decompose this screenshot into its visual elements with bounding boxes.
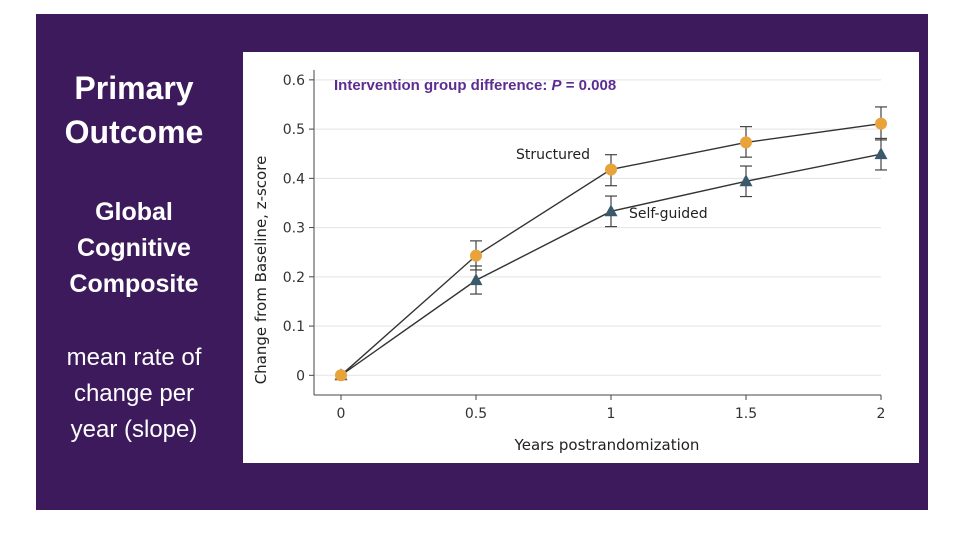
data-point-structured xyxy=(875,117,887,130)
title-line-1: Primary xyxy=(74,70,194,106)
data-point-structured xyxy=(335,369,347,382)
series-layer xyxy=(334,106,888,382)
data-point-self-guided xyxy=(469,273,483,286)
y-tick-label: 0.5 xyxy=(283,122,305,138)
slide-subtitle: Global Cognitive Composite xyxy=(36,194,232,302)
y-axis-title: Change from Baseline, z-score xyxy=(252,156,270,385)
y-tick-label: 0.4 xyxy=(283,171,305,187)
title-line-2: Outcome xyxy=(64,114,204,150)
x-axis-title: Years postrandomization xyxy=(514,436,700,454)
subtitle-line-2: Cognitive xyxy=(77,234,191,262)
note-line-1: mean rate of xyxy=(66,344,202,371)
series-label-structured: Structured xyxy=(516,147,590,163)
data-point-self-guided xyxy=(739,174,753,187)
y-tick-label: 0.1 xyxy=(283,319,305,335)
subtitle-line-1: Global xyxy=(95,198,173,226)
series-line-self-guided xyxy=(340,153,882,376)
y-tick-label: 0.6 xyxy=(283,73,305,89)
data-point-structured xyxy=(740,136,752,149)
x-tick-label: 0.5 xyxy=(465,406,487,422)
left-panel: Primary Outcome Global Cognitive Composi… xyxy=(36,14,232,510)
x-tick-label: 1 xyxy=(607,406,616,422)
note-line-3: year (slope) xyxy=(70,416,198,443)
y-tick-label: 0 xyxy=(296,368,305,384)
series-label-self-guided: Self-guided xyxy=(629,206,708,222)
data-point-structured xyxy=(470,249,482,262)
data-point-self-guided xyxy=(874,147,888,160)
slide-note: mean rate of change per year (slope) xyxy=(36,340,232,448)
x-tick-label: 0 xyxy=(337,406,346,422)
x-tick-label: 2 xyxy=(877,406,886,422)
chart-annotation: Intervention group difference: P = 0.008 xyxy=(334,77,616,94)
slide-title: Primary Outcome xyxy=(36,66,232,154)
y-tick-label: 0.3 xyxy=(283,221,305,237)
chart-panel: 0 0.1 0.2 0.3 0.4 0.5 0.6 0 0.5 1 1.5 2 Interventio… xyxy=(243,52,919,463)
axis-layer: 0 0.1 0.2 0.3 0.4 0.5 0.6 0 0.5 1 1.5 2 xyxy=(283,70,886,422)
x-tick-label: 1.5 xyxy=(735,406,757,422)
y-tick-label: 0.2 xyxy=(283,270,305,286)
note-line-2: change per xyxy=(73,380,195,407)
data-point-self-guided xyxy=(604,204,618,217)
chart: 0 0.1 0.2 0.3 0.4 0.5 0.6 0 0.5 1 1.5 2 Interventio… xyxy=(252,70,888,454)
subtitle-line-3: Composite xyxy=(69,270,199,298)
grid-layer xyxy=(315,79,881,376)
data-point-structured xyxy=(605,163,617,176)
